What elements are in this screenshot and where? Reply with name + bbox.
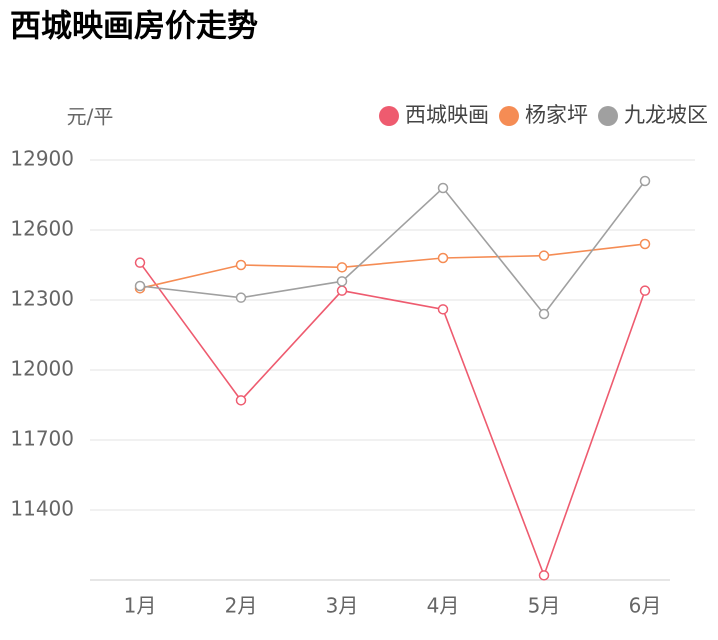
legend-label: 西城映画 xyxy=(405,103,489,127)
data-point xyxy=(134,280,146,292)
x-tick-label: 3月 xyxy=(326,594,359,618)
x-tick-label: 1月 xyxy=(124,594,157,618)
data-point xyxy=(336,262,348,273)
y-tick-label: 11700 xyxy=(10,427,74,451)
data-point xyxy=(639,238,651,250)
series-line xyxy=(139,180,646,316)
data-point xyxy=(235,259,247,271)
data-point xyxy=(639,175,651,187)
chart-title: 西城映画房价走势 xyxy=(10,9,258,45)
y-tick-label: 12000 xyxy=(10,357,74,381)
data-point xyxy=(538,250,550,261)
data-point xyxy=(134,257,146,268)
legend-marker xyxy=(379,106,399,126)
y-tick-label: 11400 xyxy=(10,497,74,521)
series-line xyxy=(139,243,646,290)
data-point xyxy=(437,304,449,315)
y-tick-label: 12900 xyxy=(10,147,74,171)
data-point xyxy=(437,252,449,264)
data-point xyxy=(437,182,449,194)
legend-marker xyxy=(598,106,618,126)
x-tick-label: 2月 xyxy=(225,594,258,618)
data-point xyxy=(235,395,247,406)
y-axis-label: 元/平 xyxy=(67,105,114,129)
legend-label: 九龙坡区 xyxy=(624,103,708,127)
y-tick-label: 12600 xyxy=(10,217,74,241)
data-point xyxy=(639,285,651,296)
data-point xyxy=(336,276,348,287)
legend-marker xyxy=(499,106,519,126)
legend-label: 杨家坪 xyxy=(525,103,588,127)
x-tick-label: 5月 xyxy=(528,594,561,618)
y-tick-label: 12300 xyxy=(10,287,74,311)
data-point xyxy=(336,285,348,296)
x-tick-label: 6月 xyxy=(629,594,662,618)
x-tick-label: 4月 xyxy=(427,594,460,618)
series-line xyxy=(139,262,646,578)
data-point xyxy=(235,292,247,303)
data-point xyxy=(538,308,550,320)
data-point xyxy=(538,570,550,581)
